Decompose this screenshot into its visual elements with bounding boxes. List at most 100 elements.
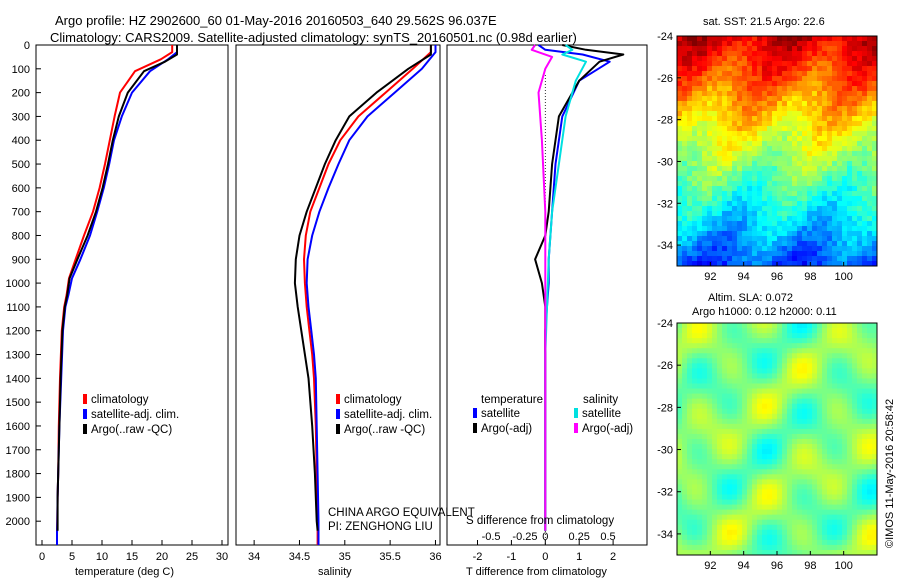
- sla-cell: [787, 489, 793, 495]
- sla-cell: [747, 348, 753, 354]
- sst-cell: [802, 206, 808, 212]
- sla-cell: [722, 489, 728, 495]
- map-y-tick-label: -24: [657, 31, 673, 43]
- y-tick-label: 1900: [6, 492, 30, 504]
- sst-cell: [847, 131, 853, 137]
- sla-cell: [742, 388, 748, 395]
- sla-cell: [827, 544, 833, 551]
- sst-cell: [867, 251, 873, 257]
- sla-cell: [817, 398, 823, 405]
- x-tick-label: 34: [248, 551, 260, 563]
- sla-cell: [857, 459, 863, 465]
- sla-cell: [847, 353, 853, 359]
- sst-cell: [787, 46, 793, 52]
- sst-cell: [812, 46, 818, 52]
- sst-cell: [757, 181, 763, 187]
- sla-cell: [797, 368, 803, 374]
- sst-cell: [687, 136, 693, 142]
- sst-cell: [707, 151, 713, 157]
- sla-cell: [827, 529, 833, 536]
- sst-cell: [812, 226, 818, 232]
- sst-cell: [817, 61, 823, 67]
- sla-cell: [807, 464, 813, 470]
- sla-cell: [847, 439, 853, 445]
- secondary-tick-label: 0.5: [600, 531, 615, 543]
- sla-cell: [837, 388, 843, 395]
- sla-cell: [762, 444, 768, 450]
- sla-cell: [767, 474, 773, 480]
- sla-cell: [752, 459, 758, 465]
- sst-cell: [827, 66, 833, 72]
- sla-cell: [862, 439, 868, 445]
- sst-cell: [687, 36, 693, 42]
- sst-cell: [737, 96, 743, 102]
- sla-cell: [702, 519, 708, 526]
- sla-cell: [742, 489, 748, 495]
- sst-cell: [727, 166, 733, 172]
- sst-cell: [832, 41, 838, 47]
- sla-cell: [762, 328, 768, 334]
- sst-cell: [757, 211, 763, 217]
- sst-cell: [812, 241, 818, 247]
- sst-cell: [692, 171, 698, 177]
- sst-cell: [742, 61, 748, 67]
- sla-cell: [702, 363, 708, 369]
- sst-cell: [722, 131, 728, 137]
- sst-cell: [697, 141, 703, 147]
- sla-cell: [812, 343, 818, 349]
- sla-cell: [867, 368, 873, 374]
- sst-cell: [817, 186, 823, 192]
- sst-cell: [692, 176, 698, 182]
- sla-cell: [807, 544, 813, 551]
- sla-cell: [697, 423, 703, 430]
- sla-cell: [807, 444, 813, 450]
- sla-cell: [847, 408, 853, 415]
- sla-cell: [797, 529, 803, 536]
- sst-cell: [782, 171, 788, 177]
- sla-cell: [692, 323, 698, 329]
- sst-cell: [762, 206, 768, 212]
- sst-cell: [817, 156, 823, 162]
- sla-cell: [812, 418, 818, 425]
- sst-cell: [762, 96, 768, 102]
- sst-cell: [802, 261, 808, 267]
- sla-cell: [727, 469, 733, 475]
- sst-cell: [757, 46, 763, 52]
- sla-cell: [847, 484, 853, 490]
- sla-cell: [802, 408, 808, 415]
- sla-cell: [677, 393, 683, 400]
- y-tick-label: 700: [12, 207, 30, 219]
- sla-cell: [792, 323, 798, 329]
- sla-cell: [797, 383, 803, 389]
- sst-cell: [862, 201, 868, 207]
- sst-cell: [777, 186, 783, 192]
- sst-cell: [692, 61, 698, 67]
- sla-cell: [812, 368, 818, 374]
- sst-cell: [852, 176, 858, 182]
- sst-cell: [797, 156, 803, 162]
- sst-cell: [677, 171, 683, 177]
- sst-cell: [817, 191, 823, 197]
- sst-cell: [852, 131, 858, 137]
- sst-cell: [777, 111, 783, 117]
- sst-cell: [732, 131, 738, 137]
- sla-cell: [832, 484, 838, 490]
- sst-cell: [702, 176, 708, 182]
- sst-cell: [852, 251, 858, 257]
- sla-cell: [827, 519, 833, 526]
- sla-cell: [677, 544, 683, 551]
- sla-cell: [792, 433, 798, 440]
- sst-cell: [872, 36, 878, 42]
- sla-cell: [857, 479, 863, 485]
- sst-cell: [822, 61, 828, 67]
- sla-cell: [782, 353, 788, 359]
- sla-cell: [707, 403, 713, 410]
- sla-cell: [737, 534, 743, 541]
- sst-cell: [702, 71, 708, 77]
- sla-cell: [872, 378, 878, 384]
- sla-cell: [802, 353, 808, 359]
- sst-cell: [702, 146, 708, 152]
- sst-cell: [697, 36, 703, 42]
- sla-cell: [817, 459, 823, 465]
- sla-cell: [852, 464, 858, 470]
